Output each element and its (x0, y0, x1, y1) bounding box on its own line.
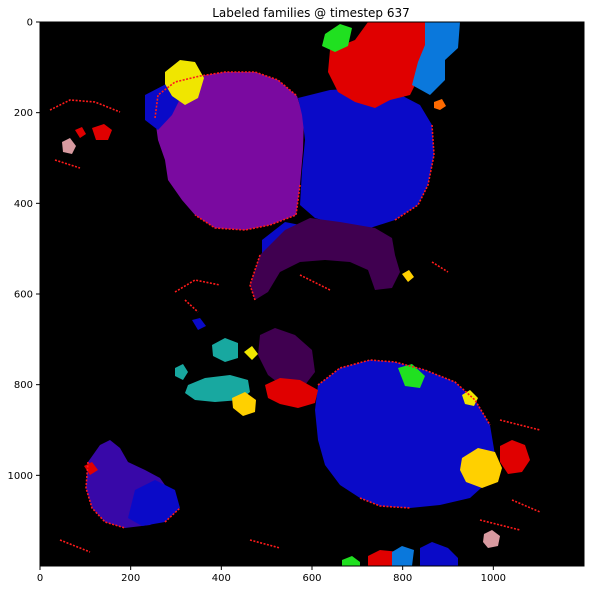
azure-family-bottom-region (392, 546, 414, 566)
figure-title: Labeled families @ timestep 637 (212, 6, 410, 20)
x-tick-label: 400 (212, 573, 231, 584)
pink-family-region (483, 530, 500, 548)
green-family-mid-region (398, 364, 425, 388)
blue-family-small-dot-region (192, 318, 206, 330)
red-family-right-region (500, 440, 530, 474)
y-tick-label: 800 (14, 380, 33, 391)
red-family-left-region (92, 124, 112, 140)
yellow-family-right-region (462, 390, 478, 406)
y-tick-label: 0 (27, 18, 33, 29)
teal-family-small-region (212, 338, 238, 362)
blue-family-lower-region (315, 360, 495, 508)
y-tick-label: 200 (14, 108, 33, 119)
x-tick-label: 1000 (481, 573, 506, 584)
red-family-left-dot-region (75, 127, 86, 138)
dark-purple-family-region (250, 218, 400, 300)
x-tick-label: 0 (37, 573, 43, 584)
gold-family-right-region (460, 448, 502, 488)
image-plot-area (40, 22, 584, 566)
blue-family-upper-region (298, 88, 434, 228)
x-tick-label: 600 (302, 573, 321, 584)
y-tick-label: 600 (14, 290, 33, 301)
yellow-family-top-region (165, 60, 204, 105)
teal-family-dot-region (175, 364, 188, 380)
x-tick-label: 200 (121, 573, 140, 584)
azure-family-top-region (412, 22, 460, 95)
y-tick-label: 1000 (8, 471, 33, 482)
y-tick-label: 400 (14, 199, 33, 210)
green-family-top-region (322, 24, 352, 52)
purple-family-region (155, 72, 304, 230)
gold-family-small-region (232, 392, 256, 416)
red-family-top-region (328, 22, 428, 108)
gold-family-tiny-region (402, 270, 414, 282)
x-axis: 0 200 400 600 800 1000 (37, 566, 506, 584)
blue-family-bottom-left-region (128, 480, 180, 526)
pink-family-top-left-region (62, 138, 76, 154)
teal-family-region (185, 375, 250, 402)
y-axis: 0 200 400 600 800 1000 (8, 18, 40, 482)
red-family-lower-left-dot-region (84, 462, 98, 475)
boundary-filament-secondary (49, 99, 541, 553)
red-family-lower-region (265, 378, 318, 408)
boundary-filament (85, 71, 491, 529)
dark-purple-family-lower-region (258, 328, 315, 388)
orange-family-region (434, 99, 446, 110)
blue-family-bottom-region (420, 542, 458, 566)
green-family-bottom-region (342, 556, 360, 566)
x-tick-label: 800 (393, 573, 412, 584)
yellow-family-tiny-region (244, 346, 258, 360)
